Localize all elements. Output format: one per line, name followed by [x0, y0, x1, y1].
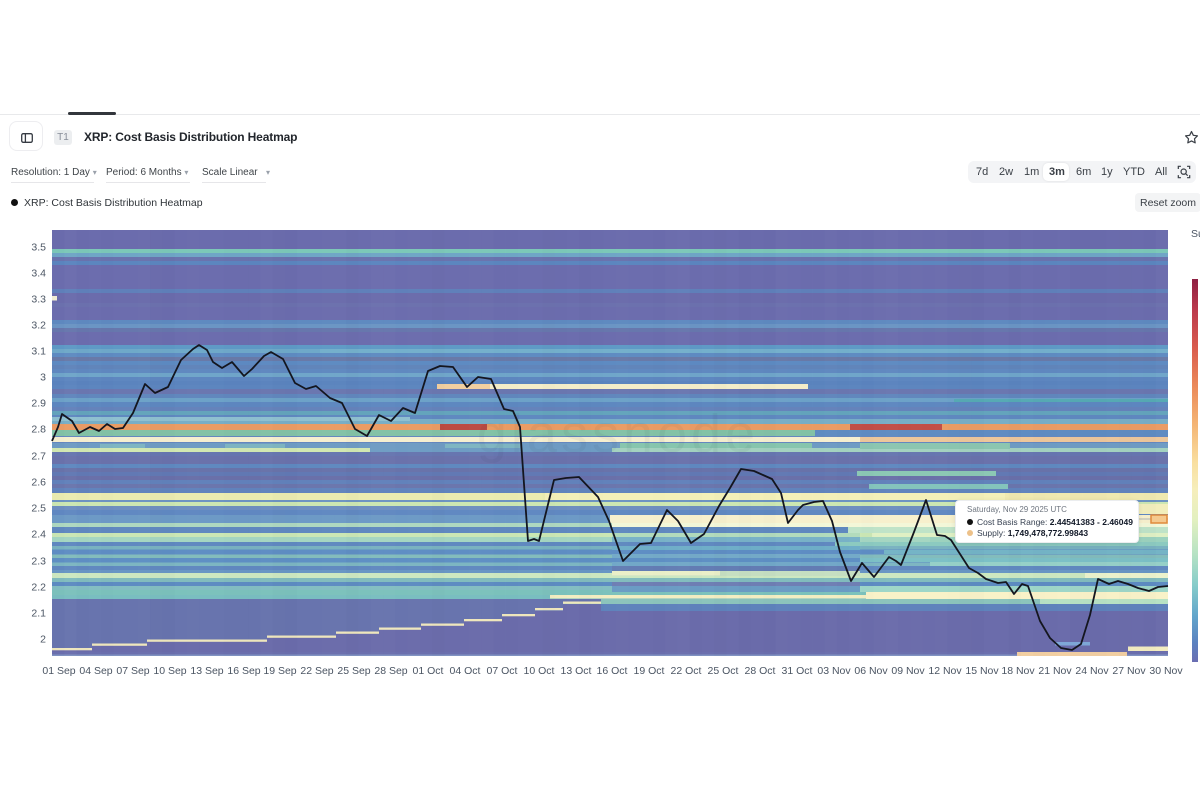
svg-text:07 Oct: 07 Oct	[487, 665, 518, 677]
svg-text:01 Oct: 01 Oct	[413, 665, 444, 677]
svg-text:16 Sep: 16 Sep	[227, 665, 260, 677]
svg-text:2.8: 2.8	[31, 424, 46, 436]
svg-text:28 Sep: 28 Sep	[374, 665, 407, 677]
svg-text:30 Nov: 30 Nov	[1149, 665, 1183, 677]
svg-text:19 Sep: 19 Sep	[263, 665, 296, 677]
svg-text:24 Nov: 24 Nov	[1075, 665, 1109, 677]
svg-text:25 Oct: 25 Oct	[708, 665, 739, 677]
svg-text:2.1: 2.1	[31, 608, 46, 620]
svg-text:12 Nov: 12 Nov	[928, 665, 962, 677]
svg-text:3: 3	[40, 372, 46, 384]
svg-text:3.3: 3.3	[31, 294, 46, 306]
svg-text:31 Oct: 31 Oct	[782, 665, 813, 677]
svg-text:2.7: 2.7	[31, 451, 46, 463]
svg-text:10 Oct: 10 Oct	[524, 665, 555, 677]
svg-text:01 Sep: 01 Sep	[42, 665, 75, 677]
svg-text:13 Sep: 13 Sep	[190, 665, 223, 677]
svg-text:03 Nov: 03 Nov	[817, 665, 851, 677]
svg-text:3.1: 3.1	[31, 346, 46, 358]
svg-text:2.2: 2.2	[31, 582, 46, 594]
svg-text:glassnode: glassnode	[477, 404, 759, 464]
svg-text:2.9: 2.9	[31, 398, 46, 410]
svg-text:22 Sep: 22 Sep	[300, 665, 333, 677]
svg-text:16 Oct: 16 Oct	[597, 665, 628, 677]
svg-text:04 Oct: 04 Oct	[450, 665, 481, 677]
svg-text:09 Nov: 09 Nov	[891, 665, 925, 677]
svg-text:3.4: 3.4	[31, 268, 46, 280]
svg-text:28 Oct: 28 Oct	[745, 665, 776, 677]
svg-text:10 Sep: 10 Sep	[153, 665, 186, 677]
svg-text:25 Sep: 25 Sep	[337, 665, 370, 677]
svg-text:19 Oct: 19 Oct	[634, 665, 665, 677]
svg-text:2.5: 2.5	[31, 503, 46, 515]
svg-text:3.2: 3.2	[31, 320, 46, 332]
svg-text:18 Nov: 18 Nov	[1001, 665, 1035, 677]
svg-text:3.5: 3.5	[31, 242, 46, 254]
svg-text:2.3: 2.3	[31, 556, 46, 568]
svg-text:2: 2	[40, 634, 46, 646]
svg-text:06 Nov: 06 Nov	[854, 665, 888, 677]
svg-text:13 Oct: 13 Oct	[561, 665, 592, 677]
svg-text:2.4: 2.4	[31, 529, 46, 541]
svg-text:15 Nov: 15 Nov	[965, 665, 999, 677]
svg-text:21 Nov: 21 Nov	[1038, 665, 1072, 677]
svg-text:04 Sep: 04 Sep	[79, 665, 112, 677]
svg-text:Su: Su	[1191, 228, 1200, 240]
svg-text:2.6: 2.6	[31, 477, 46, 489]
svg-text:22 Oct: 22 Oct	[671, 665, 702, 677]
svg-text:27 Nov: 27 Nov	[1112, 665, 1146, 677]
svg-text:07 Sep: 07 Sep	[116, 665, 149, 677]
